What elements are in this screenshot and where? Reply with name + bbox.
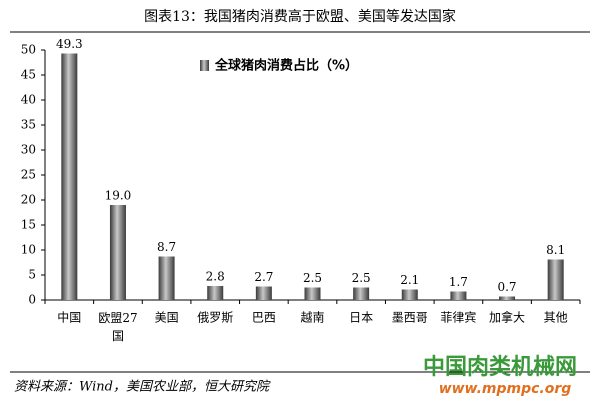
- value-label: 0.7: [497, 280, 516, 294]
- bar: [109, 205, 126, 300]
- value-label: 19.0: [105, 189, 132, 203]
- value-label: 8.7: [157, 240, 176, 254]
- chart-title: 图表13：我国猪肉消费高于欧盟、美国等发达国家: [144, 8, 456, 25]
- bar: [61, 53, 78, 300]
- x-tick-label: 菲律宾: [440, 310, 476, 325]
- value-label: 2.1: [400, 273, 419, 287]
- source-note: 资料来源：Wind，美国农业部，恒大研究院: [14, 379, 271, 395]
- y-tick-label: 40: [21, 93, 36, 107]
- value-label: 2.7: [254, 270, 273, 284]
- x-tick-label: 欧盟27 国: [98, 311, 137, 343]
- y-tick-label: 25: [21, 168, 36, 182]
- x-tick-label: 墨西哥: [392, 311, 428, 325]
- bar: [450, 291, 467, 300]
- bar: [547, 259, 564, 300]
- x-tick-label: 越南: [300, 310, 324, 325]
- x-tick-label: 巴西: [252, 311, 276, 325]
- value-label: 8.1: [546, 243, 565, 257]
- x-tick-label: 中国: [57, 310, 81, 325]
- value-label: 1.7: [449, 275, 468, 289]
- bar: [499, 296, 516, 300]
- x-tick-label: 美国: [155, 311, 179, 325]
- legend-swatch: [200, 60, 209, 71]
- y-tick-label: 20: [21, 193, 36, 207]
- value-label: 2.5: [303, 271, 322, 285]
- y-tick-label: 50: [21, 43, 36, 57]
- y-tick-label: 30: [21, 143, 36, 157]
- value-label: 49.3: [56, 37, 83, 51]
- watermark: 中国肉类机械网: [423, 355, 577, 380]
- y-tick-label: 5: [28, 268, 36, 282]
- y-tick-label: 45: [21, 68, 36, 82]
- value-label: 2.8: [206, 270, 225, 284]
- x-tick-label: 其他: [544, 311, 568, 325]
- bar: [207, 286, 224, 300]
- y-tick-label: 10: [21, 243, 36, 257]
- bar: [401, 289, 418, 300]
- legend-label: 全球猪肉消费占比（%）: [214, 58, 358, 74]
- y-tick-label: 0: [28, 293, 36, 307]
- bar: [158, 256, 175, 300]
- watermark-url: www.mpmpc.org: [439, 381, 572, 397]
- x-tick-label: 日本: [349, 311, 373, 325]
- x-tick-label: 俄罗斯: [197, 311, 233, 325]
- bar: [353, 287, 370, 300]
- bar: [255, 286, 272, 300]
- y-tick-label: 15: [21, 218, 36, 232]
- x-tick-label: 加拿大: [489, 310, 525, 325]
- value-label: 2.5: [352, 271, 371, 285]
- y-tick-label: 35: [21, 118, 36, 132]
- bar: [304, 287, 321, 300]
